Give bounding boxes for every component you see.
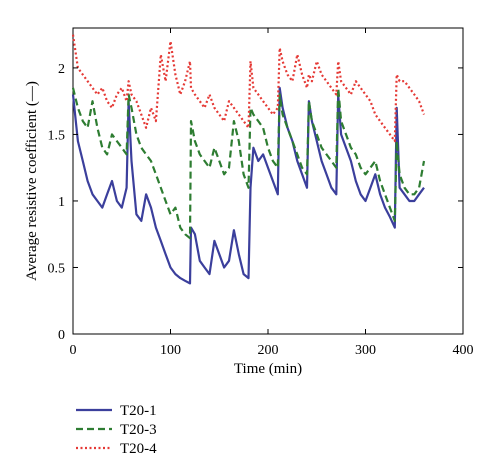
series-line-t20-1: [71, 86, 425, 285]
series-line-t20-4: [71, 34, 426, 143]
x-tick-label: 0: [70, 343, 77, 358]
y-tick-label: 0: [58, 328, 65, 343]
x-tick-label: 100: [160, 343, 181, 358]
legend-label: T20-3: [120, 422, 157, 438]
legend-label: T20-4: [120, 441, 157, 457]
x-axis-title: Time (min): [234, 361, 302, 377]
x-tick-label: 300: [355, 343, 376, 358]
series-line-t20-3: [71, 86, 426, 240]
legend-label: T20-1: [120, 403, 157, 419]
y-axis-title: Average resistive coefficient (—): [24, 81, 40, 281]
plot-area-frame: [72, 27, 464, 335]
x-tick-label: 200: [258, 343, 279, 358]
axis-ticks: 0 100 200 300 400 0 0.5 1 1.5 2: [48, 28, 474, 358]
y-tick-label: 0.5: [48, 261, 66, 276]
series-layer: [71, 34, 426, 285]
legend: T20-1 T20-3 T20-4: [76, 403, 157, 457]
x-tick-label: 400: [453, 343, 474, 358]
y-tick-label: 2: [58, 62, 65, 77]
y-tick-label: 1: [58, 195, 65, 210]
y-tick-label: 1.5: [48, 128, 66, 143]
